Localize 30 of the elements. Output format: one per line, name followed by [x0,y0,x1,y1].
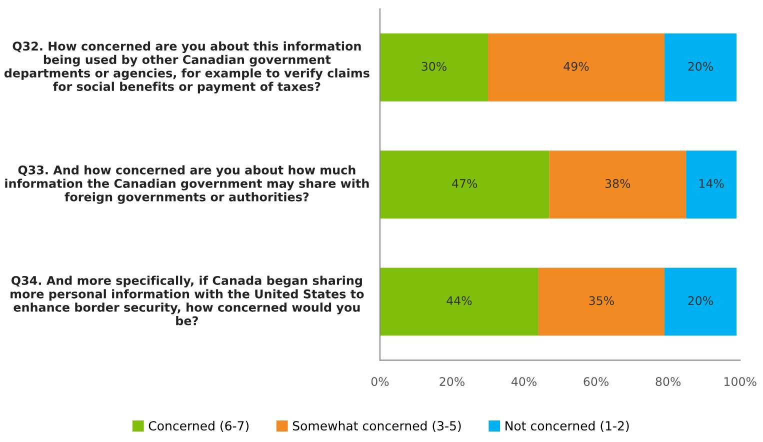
bar [380,33,488,102]
data-label: 14% [699,179,724,188]
x-tick-label: 80% [656,377,681,386]
data-label: 38% [605,179,630,188]
bar [664,268,737,336]
legend-label: Concerned (6-7) [148,420,249,432]
data-label: 35% [589,296,614,306]
bar [549,150,686,219]
data-label: 44% [446,296,472,306]
data-label: 49% [564,62,589,71]
data-label: 20% [688,62,713,71]
y-tick-label: Q34. And more specifically, if Canada began sharing more personal information with the United States to enhance border security, how concerned would you be? [10,276,364,326]
legend-label: Somewhat concerned (3-5) [292,420,461,432]
data-label: 30% [422,62,446,71]
bar [664,33,737,102]
bar [538,268,664,336]
bar [380,268,538,336]
x-tick-label: 40% [511,377,536,386]
x-tick-label: 100% [724,377,756,386]
x-tick-label: 60% [584,377,609,386]
y-tick-label: Q33. And how concerned are you about how much information the Canadian government may share with foreign governments or authorities? [5,165,369,204]
bar [380,150,550,219]
data-label: 47% [452,179,478,188]
bar [488,33,664,102]
bar [686,150,737,219]
legend-label: Not concerned (1-2) [506,420,629,432]
data-label: 20% [688,296,713,306]
x-tick-label: 20% [440,377,464,386]
x-tick-label: 0% [371,377,389,386]
y-tick-label: Q32. How concerned are you about this information being used by other Canadian government departments or agencies, for example to verify claims for social benefits or payment of taxes? [4,41,370,94]
